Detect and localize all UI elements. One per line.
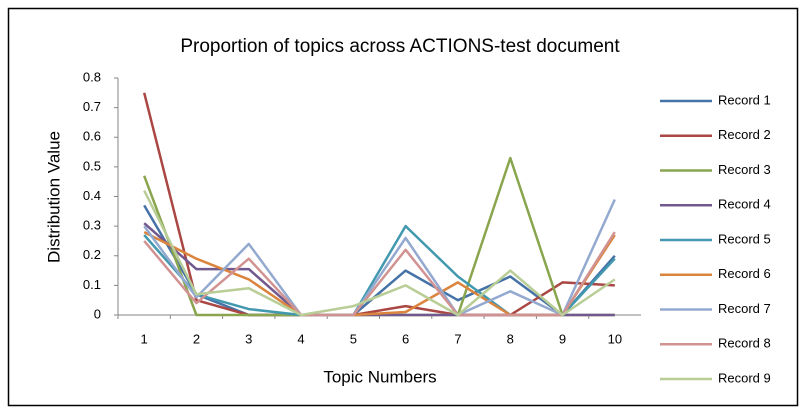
x-tick-label: 6 <box>402 331 409 346</box>
legend-label: Record 4 <box>718 197 771 212</box>
y-tick-label: 0.1 <box>83 277 101 292</box>
legend-label: Record 1 <box>718 92 771 107</box>
series-line <box>143 204 616 317</box>
x-tick-label: 8 <box>507 331 514 346</box>
x-tick-label: 1 <box>141 331 148 346</box>
x-tick-label: 10 <box>608 331 622 346</box>
x-tick-label: 9 <box>559 331 566 346</box>
legend-label: Record 6 <box>718 266 771 281</box>
legend-label: Record 8 <box>718 336 771 351</box>
series-line <box>143 231 616 317</box>
legend-label: Record 7 <box>718 301 771 316</box>
chart-title: Proportion of topics across ACTIONS-test… <box>180 36 620 57</box>
y-tick-label: 0.2 <box>83 247 101 262</box>
y-tick-label: 0.3 <box>83 218 101 233</box>
y-axis-label: Distribution Value <box>44 131 63 263</box>
y-tick-label: 0.7 <box>83 99 101 114</box>
legend-label: Record 5 <box>718 231 771 246</box>
series-line <box>143 190 616 317</box>
y-tick-label: 0.5 <box>83 158 101 173</box>
legend-label: Record 2 <box>718 127 771 142</box>
y-tick-label: 0.8 <box>83 69 101 84</box>
series-line <box>142 92 615 317</box>
x-tick-label: 2 <box>193 331 200 346</box>
x-axis-label: Topic Numbers <box>323 367 436 386</box>
y-tick-label: 0.4 <box>83 188 101 203</box>
y-tick-label: 0 <box>94 306 101 321</box>
x-tick-label: 3 <box>245 331 252 346</box>
x-tick-label: 7 <box>454 331 461 346</box>
legend-label: Record 3 <box>718 162 771 177</box>
legend-label: Record 9 <box>718 370 771 385</box>
x-tick-label: 4 <box>297 331 304 346</box>
chart-frame <box>7 7 799 407</box>
x-tick-label: 5 <box>350 331 357 346</box>
y-tick-label: 0.6 <box>83 129 101 144</box>
series-line <box>143 198 616 317</box>
